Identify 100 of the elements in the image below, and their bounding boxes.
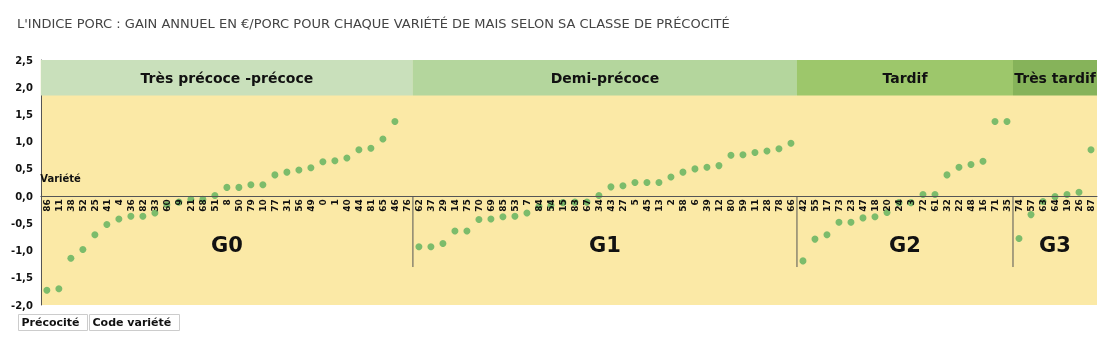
x-tick-label: 10 <box>257 199 268 212</box>
x-tick-label: 6 <box>689 199 700 206</box>
x-tick-label: 67 <box>581 199 592 212</box>
annotation: G0 <box>210 233 243 258</box>
x-tick-label: 79 <box>245 199 256 212</box>
band-label: Très tardif <box>1014 69 1097 86</box>
x-tick-label: 72 <box>917 199 928 212</box>
x-tick-label: 19 <box>1062 199 1072 212</box>
x-tick-label: 83 <box>569 199 580 212</box>
x-tick-label: 27 <box>617 199 628 212</box>
text: Code variété <box>92 315 172 329</box>
x-tick-label: 65 <box>377 199 388 212</box>
x-tick-label: 86 <box>41 199 52 212</box>
x-tick-label: 29 <box>437 199 448 212</box>
x-tick-label: 46 <box>389 199 400 212</box>
x-tick-label: 48 <box>965 199 976 212</box>
x-tick-label: 21 <box>185 199 196 212</box>
x-tick-label: 78 <box>773 199 784 212</box>
x-tick-label: 35 <box>1001 199 1012 212</box>
x-tick-label: 76 <box>401 199 412 212</box>
y-tick-label: -1,0 <box>10 245 33 257</box>
x-tick-label: 52 <box>77 199 88 212</box>
x-tick-label: 42 <box>797 199 808 212</box>
x-tick-label: 31 <box>281 199 292 212</box>
x-tick-label: 50 <box>233 199 244 212</box>
x-tick-label: 60 <box>161 199 172 212</box>
y-tick-label: 1,5 <box>15 108 33 120</box>
x-tick-label: 36 <box>125 199 136 212</box>
x-tick-label: 25 <box>89 199 100 212</box>
x-tick-label: 32 <box>941 199 952 212</box>
x-tick-label: 71 <box>989 199 1000 212</box>
x-tick-label: 11 <box>749 199 760 212</box>
x-tick-label: 73 <box>833 199 844 212</box>
x-tick-label: 49 <box>305 199 316 212</box>
y-tick-label: 1,0 <box>15 136 33 148</box>
x-tick-label: 51 <box>209 199 220 212</box>
x-tick-label: 57 <box>1025 199 1036 212</box>
annotation: G1 <box>589 233 621 258</box>
band-label: Demi-précoce <box>550 69 660 86</box>
x-tick-label: 68 <box>197 199 208 212</box>
x-tick-label: 62 <box>413 199 424 212</box>
x-tick-label: 38 <box>65 199 76 212</box>
x-tick-label: 12 <box>713 199 724 212</box>
x-tick-label: 8 <box>221 199 232 206</box>
x-tick-label: 85 <box>497 199 508 212</box>
x-tick-label: 64 <box>1049 199 1060 212</box>
x-tick-label: 28 <box>761 199 772 212</box>
x-tick-label: 3 <box>905 199 916 206</box>
band-label: Tardif <box>882 69 929 86</box>
y-tick-label: 0,5 <box>15 163 33 175</box>
x-tick-label: 56 <box>293 199 304 212</box>
x-tick-label: 61 <box>929 199 940 212</box>
y-tick-label: -2,0 <box>10 299 33 311</box>
x-tick-label: 23 <box>845 199 856 212</box>
x-tick-label: 11 <box>53 199 64 212</box>
x-tick-label: 24 <box>893 199 904 212</box>
x-tick-label: 66 <box>785 199 796 212</box>
x-tick-label: 53 <box>509 199 520 212</box>
x-tick-label: 16 <box>977 199 988 212</box>
x-tick-label: 2 <box>665 199 676 206</box>
x-tick-label: 40 <box>341 199 352 212</box>
x-tick-label: 18 <box>869 199 880 212</box>
x-tick-label: 82 <box>137 199 148 212</box>
x-tick-label: 75 <box>461 199 472 212</box>
annotation: G2 <box>889 233 921 258</box>
chart-title: L'INDICE PORC : GAIN ANNUEL EN €/PORC POUR CHAQUE VARIÉTÉ DE MAIS SELON SA CLASSE DE PRÉCOCITÉ <box>17 16 730 31</box>
y-tick-label: -0,5 <box>10 217 33 229</box>
x-tick-label: 20 <box>881 199 892 212</box>
x-tick-label: 80 <box>725 199 736 212</box>
x-tick-label: 59 <box>737 199 748 212</box>
x-tick-label: 33 <box>149 199 160 212</box>
x-tick-label: 37 <box>425 199 436 212</box>
x-tick-label: 22 <box>953 199 964 212</box>
x-tick-label: 26 <box>1074 199 1084 212</box>
x-tick-label: 4 <box>113 199 124 206</box>
x-tick-label: 55 <box>809 199 820 212</box>
x-tick-label: 7 <box>521 199 532 206</box>
x-tick-label: 47 <box>857 199 868 212</box>
x-tick-label: 84 <box>533 199 544 212</box>
x-tick-label: 87 <box>1086 199 1096 212</box>
y-tick-label: -1,5 <box>10 272 33 284</box>
x-tick-label: 69 <box>485 199 496 212</box>
x-tick-label: 15 <box>557 199 568 212</box>
x-tick-label: 9 <box>173 199 184 206</box>
annotation: G3 <box>1039 233 1071 258</box>
band-label: Très précoce -précoce <box>140 69 314 86</box>
x-tick-label: 43 <box>605 199 616 212</box>
x-tick-label: 13 <box>653 199 664 212</box>
x-tick-label: 1 <box>329 199 340 206</box>
x-tick-label: 58 <box>677 199 688 212</box>
x-tick-label: 34 <box>593 199 604 212</box>
x-tick-label: 5 <box>629 199 640 206</box>
x-tick-label: 14 <box>449 199 460 212</box>
x-tick-label: 44 <box>353 199 364 212</box>
x-tick-label: 74 <box>1013 199 1024 212</box>
y-tick-label: 2,5 <box>15 54 33 66</box>
x-tick-label: 45 <box>641 199 652 212</box>
x-tick-label: 77 <box>269 199 280 212</box>
x-tick-label: 39 <box>701 199 712 212</box>
x-tick-label: 41 <box>101 199 112 212</box>
